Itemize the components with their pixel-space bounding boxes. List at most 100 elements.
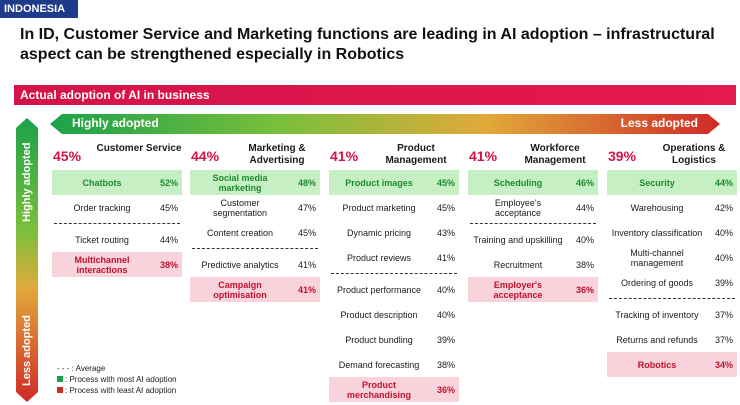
process-row: Product bundling 39% — [329, 327, 459, 352]
most-adopted-row: Scheduling 46% — [468, 170, 598, 195]
least-adopted-row: Robotics 34% — [607, 352, 737, 377]
average-line — [470, 223, 596, 224]
process-row: Multi-channel management 40% — [607, 245, 737, 270]
process-row: Product description 40% — [329, 302, 459, 327]
column-title: Operations & Logistics — [662, 143, 726, 166]
process-name: Robotics — [637, 359, 677, 370]
process-name: Product reviews — [346, 252, 412, 263]
process-name: Employer's acceptance — [493, 279, 543, 300]
process-row: Tracking of inventory 37% — [607, 302, 737, 327]
h-axis-left-label: Highly adopted — [72, 116, 159, 130]
process-name: Product marketing — [342, 202, 416, 213]
most-adopted-row: Chatbots 52% — [52, 170, 182, 195]
process-value: 45% — [159, 202, 178, 213]
column-header: 39% Operations & Logistics — [607, 143, 737, 170]
column-title: Customer Service — [96, 143, 182, 154]
process-value: 38% — [436, 359, 455, 370]
process-row: Ordering of goods 39% — [607, 270, 737, 295]
average-line — [331, 273, 457, 274]
process-row: Training and upskilling 40% — [468, 227, 598, 252]
process-name: Content creation — [206, 227, 274, 238]
process-row: Predictive analytics 41% — [190, 252, 320, 277]
process-value: 40% — [436, 309, 455, 320]
process-value: 40% — [714, 227, 733, 238]
process-value: 40% — [714, 252, 733, 263]
column-title: Marketing & Advertising — [248, 143, 306, 166]
process-row: Inventory classification 40% — [607, 220, 737, 245]
green-square-icon — [57, 376, 63, 382]
process-value: 45% — [436, 177, 455, 188]
process-row: Demand forecasting 38% — [329, 352, 459, 377]
country-tag: INDONESIA — [0, 0, 78, 18]
horizontal-adoption-arrow: Highly adopted Less adopted — [50, 114, 720, 134]
process-name: Order tracking — [73, 202, 131, 213]
legend-average: - - - : Average — [57, 364, 106, 373]
process-name: Product images — [345, 177, 413, 188]
process-name: Scheduling — [493, 177, 543, 188]
process-value: 39% — [714, 277, 733, 288]
process-name: Returns and refunds — [616, 334, 698, 345]
page-title: In ID, Customer Service and Marketing fu… — [20, 26, 715, 63]
legend-most-label: : Process with most AI adoption — [65, 375, 177, 384]
process-value: 40% — [575, 234, 594, 245]
process-value: 39% — [436, 334, 455, 345]
vertical-adoption-arrow — [16, 118, 38, 402]
process-value: 41% — [297, 284, 316, 295]
process-name: Recruitment — [493, 259, 543, 270]
function-column: 45% Customer Service Chatbots 52% Order trac… — [52, 143, 182, 277]
process-value: 37% — [714, 309, 733, 320]
average-line — [609, 298, 735, 299]
process-name: Employee's acceptance — [494, 197, 542, 218]
process-value: 41% — [297, 259, 316, 270]
process-value: 42% — [714, 202, 733, 213]
process-value: 44% — [714, 177, 733, 188]
column-header: 41% Product Management — [329, 143, 459, 170]
process-row: Product reviews 41% — [329, 245, 459, 270]
least-adopted-row: Product merchandising 36% — [329, 377, 459, 402]
h-axis-right-label: Less adopted — [620, 116, 698, 130]
process-row: Warehousing 42% — [607, 195, 737, 220]
process-row: Product marketing 45% — [329, 195, 459, 220]
process-value: 34% — [714, 359, 733, 370]
process-row: Customer segmentation 47% — [190, 195, 320, 220]
most-adopted-row: Product images 45% — [329, 170, 459, 195]
process-name: Warehousing — [630, 202, 684, 213]
v-axis-top-label: Highly adopted — [21, 142, 33, 222]
most-adopted-row: Security 44% — [607, 170, 737, 195]
process-value: 38% — [575, 259, 594, 270]
column-average-pct: 39% — [608, 148, 637, 164]
average-line — [54, 223, 180, 224]
process-value: 44% — [575, 202, 594, 213]
process-value: 36% — [575, 284, 594, 295]
process-name: Social media marketing — [212, 172, 268, 193]
process-value: 41% — [436, 252, 455, 263]
process-name: Campaign optimisation — [213, 279, 267, 300]
process-name: Demand forecasting — [338, 359, 420, 370]
least-adopted-row: Employer's acceptance 36% — [468, 277, 598, 302]
process-name: Predictive analytics — [201, 259, 279, 270]
process-name: Customer segmentation — [212, 197, 268, 218]
function-column: 41% Workforce Management Scheduling 46% Empl… — [468, 143, 598, 302]
process-name: Multi-channel management — [630, 247, 684, 268]
column-header: 41% Workforce Management — [468, 143, 598, 170]
column-average-pct: 44% — [191, 148, 220, 164]
process-row: Dynamic pricing 43% — [329, 220, 459, 245]
process-name: Product performance — [336, 284, 422, 295]
column-average-pct: 41% — [330, 148, 359, 164]
legend: - - - : Average : Process with most AI a… — [57, 363, 177, 396]
process-name: Multichannel interactions — [74, 254, 130, 275]
process-value: 36% — [436, 384, 455, 395]
process-name: Ordering of goods — [620, 277, 694, 288]
process-value: 38% — [159, 259, 178, 270]
column-title: Workforce Management — [524, 143, 586, 166]
process-value: 48% — [297, 177, 316, 188]
process-row: Order tracking 45% — [52, 195, 182, 220]
process-name: Product description — [340, 309, 418, 320]
process-value: 52% — [159, 177, 178, 188]
process-name: Inventory classification — [611, 227, 703, 238]
process-value: 43% — [436, 227, 455, 238]
process-value: 45% — [436, 202, 455, 213]
function-column: 39% Operations & Logistics Security 44% Ware… — [607, 143, 737, 377]
least-adopted-row: Multichannel interactions 38% — [52, 252, 182, 277]
process-row: Recruitment 38% — [468, 252, 598, 277]
